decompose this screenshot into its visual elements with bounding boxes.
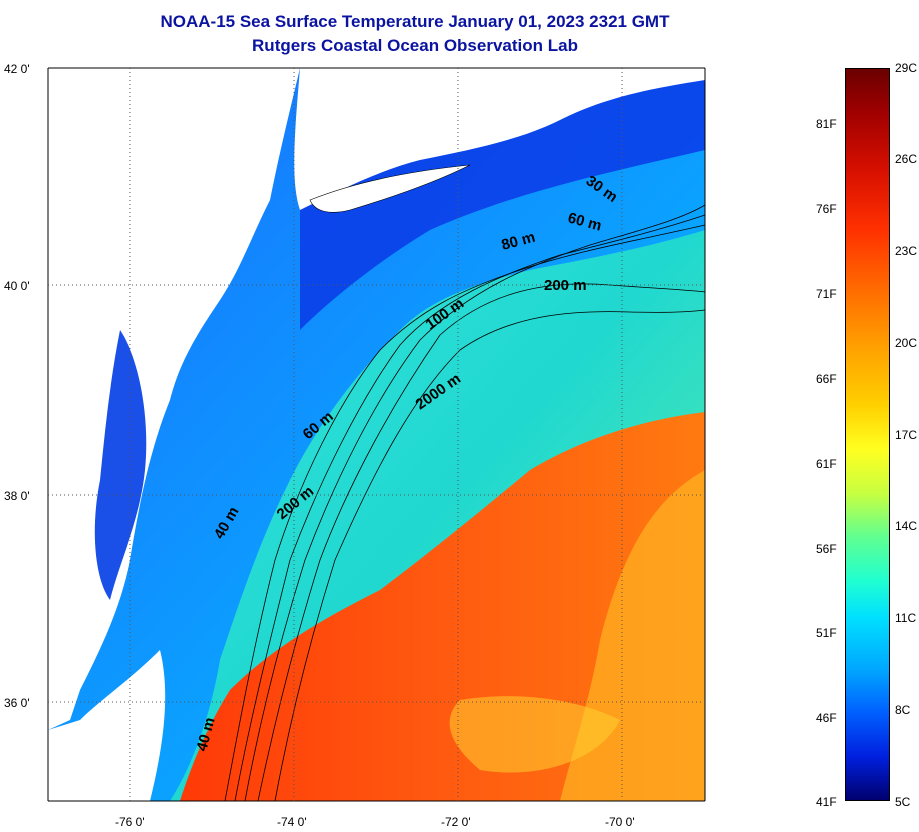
colorbar-celsius-label: 14C — [895, 519, 918, 533]
chesapeake-bay — [94, 330, 147, 600]
lon-label: -72 0' — [441, 815, 471, 829]
map-subtitle: Rutgers Coastal Ocean Observation Lab — [252, 36, 578, 55]
colorbar-fahrenheit-label: 51F — [816, 626, 837, 640]
colorbar-celsius-label: 17C — [895, 428, 918, 442]
colorbar-celsius-label: 23C — [895, 244, 918, 258]
lon-label: -76 0' — [115, 815, 145, 829]
plot-frame — [47, 67, 706, 802]
lat-label: 38 0' — [4, 489, 30, 503]
colorbar-celsius-label: 8C — [895, 703, 911, 717]
colorbar-fahrenheit-label: 41F — [816, 795, 837, 809]
contour-label: 200 m — [544, 277, 587, 294]
colorbar-fahrenheit-label: 76F — [816, 202, 837, 216]
lon-label: -70 0' — [605, 815, 635, 829]
map-title: NOAA-15 Sea Surface Temperature January … — [160, 12, 670, 31]
temperature-colorbar — [845, 68, 890, 801]
warm-eddy — [449, 696, 620, 773]
colorbar-celsius-label: 5C — [895, 795, 911, 809]
land-carolina — [48, 650, 166, 801]
colorbar-fahrenheit-label: 81F — [816, 117, 837, 131]
lon-label: -74 0' — [277, 815, 307, 829]
colorbar-celsius-label: 26C — [895, 152, 918, 166]
colorbar-fahrenheit-label: 56F — [816, 542, 837, 556]
colorbar-fahrenheit-label: 61F — [816, 457, 837, 471]
colorbar-fahrenheit-label: 66F — [816, 372, 837, 386]
colorbar-celsius-label: 20C — [895, 336, 918, 350]
land-long-island — [309, 164, 471, 213]
lat-label: 36 0' — [4, 696, 30, 710]
graticule — [48, 68, 705, 801]
bathymetry-contours — [224, 204, 706, 802]
colorbar-fahrenheit-label: 46F — [816, 711, 837, 725]
lat-label: 42 0' — [4, 62, 30, 76]
colorbar-fahrenheit-label: 71F — [816, 287, 837, 301]
land-new-england — [294, 68, 705, 210]
colorbar-celsius-label: 11C — [895, 611, 917, 625]
lat-label: 40 0' — [4, 279, 30, 293]
colorbar-celsius-label: 29C — [895, 61, 918, 75]
